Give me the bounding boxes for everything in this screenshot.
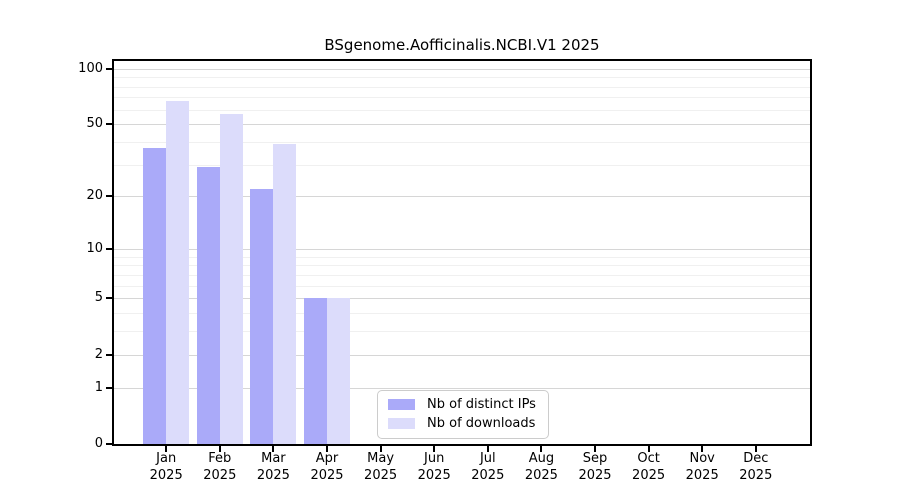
- y-tick-label: 20: [86, 188, 103, 204]
- x-tick-label: Feb 2025: [203, 451, 237, 483]
- gridline-minor: [114, 265, 810, 267]
- y-tick-label: 5: [94, 290, 103, 306]
- x-tick-mark: [540, 446, 543, 452]
- gridline-minor: [114, 164, 810, 166]
- y-tick-mark: [106, 195, 114, 198]
- x-tick-label: Oct 2025: [632, 451, 666, 483]
- y-tick-label: 50: [86, 116, 103, 132]
- x-tick-mark: [218, 446, 221, 452]
- y-tick-mark: [106, 123, 114, 126]
- x-tick-mark: [594, 446, 596, 452]
- legend-swatch-distinct-ips: [388, 399, 415, 410]
- y-tick-label: 100: [78, 60, 103, 76]
- gridline-minor: [114, 313, 810, 315]
- y-tick-mark: [106, 353, 114, 356]
- x-tick-mark: [647, 446, 650, 452]
- y-tick-label: 1: [94, 379, 103, 395]
- x-tick-label: Jan 2025: [149, 451, 183, 483]
- bar-distinct-ips: [250, 189, 274, 444]
- x-tick-label: Jun 2025: [417, 451, 451, 483]
- gridline-minor: [114, 256, 810, 258]
- y-tick-mark: [106, 67, 114, 70]
- y-tick-label: 2: [94, 346, 103, 362]
- y-tick-mark: [106, 443, 114, 445]
- bar-downloads: [273, 144, 297, 444]
- gridline-minor: [114, 285, 810, 287]
- bar-distinct-ips: [196, 167, 220, 444]
- legend-label-distinct-ips: Nb of distinct IPs: [427, 397, 536, 412]
- gridline-major: [114, 354, 810, 356]
- gridline-minor: [114, 331, 810, 333]
- x-tick-label: Apr 2025: [310, 451, 344, 483]
- x-tick-mark: [486, 446, 489, 452]
- gridline-minor: [114, 77, 810, 79]
- bar-downloads: [166, 100, 190, 444]
- x-tick-label: Jul 2025: [471, 451, 505, 483]
- gridline-minor: [114, 274, 810, 276]
- bar-downloads: [327, 298, 350, 444]
- legend-item-distinct-ips: Nb of distinct IPs: [388, 397, 536, 412]
- y-tick-mark: [106, 386, 114, 389]
- chart-title: BSgenome.Aofficinalis.NCBI.V1 2025: [324, 36, 600, 54]
- x-tick-label: Mar 2025: [256, 451, 290, 483]
- y-tick-mark: [106, 248, 114, 250]
- legend-label-downloads: Nb of downloads: [427, 416, 536, 431]
- gridline-minor: [114, 142, 810, 143]
- plot-area: [114, 61, 810, 444]
- x-tick-mark: [379, 446, 382, 452]
- legend-item-downloads: Nb of downloads: [388, 416, 536, 431]
- x-tick-mark: [165, 446, 168, 452]
- gridline-minor: [114, 86, 810, 88]
- bar-distinct-ips: [143, 148, 167, 444]
- gridline-major: [114, 68, 810, 70]
- x-tick-label: Sep 2025: [578, 451, 612, 483]
- legend-swatch-downloads: [388, 418, 415, 429]
- x-tick-mark: [754, 446, 757, 452]
- x-tick-label: Aug 2025: [524, 451, 558, 483]
- x-tick-label: Nov 2025: [685, 451, 719, 483]
- x-tick-mark: [701, 446, 704, 452]
- y-tick-mark: [106, 297, 114, 300]
- gridline-major: [114, 124, 810, 126]
- x-tick-mark: [326, 446, 328, 452]
- gridline-major: [114, 298, 810, 300]
- gridline-major: [114, 196, 810, 198]
- bar-downloads: [219, 113, 243, 444]
- gridline-minor: [114, 97, 810, 99]
- bar-distinct-ips: [304, 298, 327, 444]
- x-tick-label: May 2025: [364, 451, 398, 483]
- x-tick-mark: [433, 446, 436, 452]
- gridline-major: [114, 249, 810, 250]
- x-tick-label: Dec 2025: [739, 451, 773, 483]
- gridline-major: [114, 387, 810, 389]
- gridline-minor: [114, 109, 810, 111]
- y-tick-label: 0: [94, 436, 103, 451]
- y-tick-label: 10: [86, 241, 103, 256]
- legend: Nb of distinct IPs Nb of downloads: [377, 390, 549, 439]
- x-tick-mark: [272, 446, 275, 452]
